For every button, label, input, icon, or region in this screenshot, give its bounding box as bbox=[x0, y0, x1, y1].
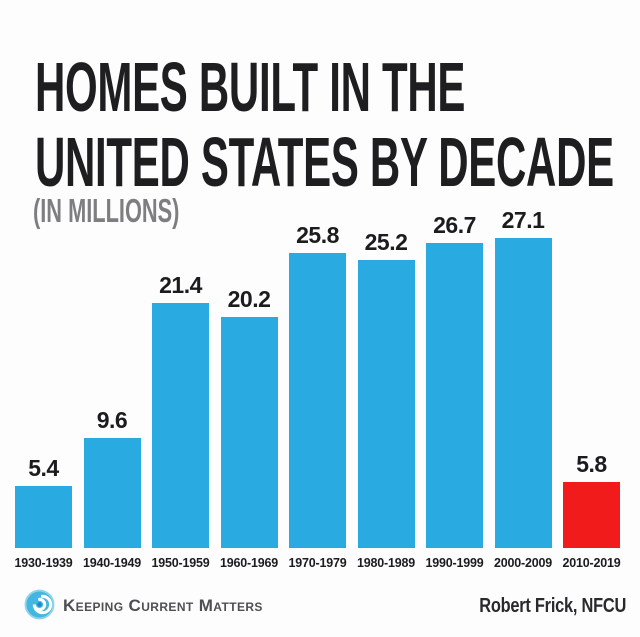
bar-value-label: 25.2 bbox=[364, 229, 408, 255]
bar-column: 21.4 1950-1959 bbox=[151, 272, 210, 571]
bar-value-label: 5.4 bbox=[28, 455, 59, 481]
bar-value-label: 25.8 bbox=[296, 222, 339, 248]
bar-column: 27.1 2000-2009 bbox=[494, 207, 552, 571]
bar-column: 5.4 1930-1939 bbox=[14, 455, 73, 571]
bar-category-label: 1940-1949 bbox=[83, 556, 141, 570]
bar-1970-1979 bbox=[289, 253, 346, 548]
brand-name: Keeping Current Matters bbox=[63, 596, 263, 615]
bar-1940-1949 bbox=[83, 438, 141, 548]
bar-plot: 5.4 1930-1939 9.6 1940-1949 21.4 1950-1959 20.… bbox=[14, 207, 621, 571]
bar-1950-1959 bbox=[152, 303, 209, 548]
bar-2000-2009 bbox=[494, 238, 552, 548]
bar-value-label: 20.2 bbox=[227, 286, 271, 312]
bar-category-label: 1970-1979 bbox=[288, 556, 347, 570]
bar-category-label: 1930-1939 bbox=[14, 556, 73, 570]
bar-1960-1969 bbox=[220, 317, 278, 548]
title-line-2: UNITED STATES BY DECADE bbox=[35, 123, 614, 201]
bar-category-label: 1950-1959 bbox=[151, 556, 210, 570]
page-title: HOMES BUILT IN THE UNITED STATES BY DECA… bbox=[35, 50, 614, 200]
kcm-swirl-logo-icon bbox=[24, 589, 55, 620]
bar-1980-1989 bbox=[357, 260, 415, 548]
bar-value-label: 9.6 bbox=[96, 407, 128, 433]
bar-1930-1939 bbox=[15, 486, 72, 548]
bar-column: 25.2 1980-1989 bbox=[357, 229, 415, 571]
bar-column: 26.7 1990-1999 bbox=[425, 212, 484, 571]
bar-category-label: 1990-1999 bbox=[425, 556, 484, 570]
title-line-1: HOMES BUILT IN THE bbox=[35, 48, 466, 126]
bar-value-label: 26.7 bbox=[433, 212, 476, 238]
bar-category-label: 2010-2019 bbox=[562, 556, 621, 570]
bar-value-label: 21.4 bbox=[159, 272, 202, 298]
bar-value-label: 5.8 bbox=[576, 451, 607, 477]
bar-category-label: 2000-2009 bbox=[494, 556, 552, 570]
bar-column: 5.8 2010-2019 bbox=[562, 451, 621, 571]
bar-2010-2019 bbox=[563, 482, 620, 548]
bar-column: 25.8 1970-1979 bbox=[288, 222, 347, 571]
chart-subtitle: (IN MILLIONS) bbox=[33, 192, 180, 229]
bar-column: 9.6 1940-1949 bbox=[83, 407, 141, 571]
bar-column: 20.2 1960-1969 bbox=[220, 286, 278, 571]
bar-value-label: 27.1 bbox=[501, 207, 545, 233]
source-attribution: Robert Frick, NFCU bbox=[479, 595, 626, 617]
bar-category-label: 1960-1969 bbox=[220, 556, 278, 570]
bar-1990-1999 bbox=[426, 243, 483, 548]
bar-category-label: 1980-1989 bbox=[357, 556, 415, 570]
